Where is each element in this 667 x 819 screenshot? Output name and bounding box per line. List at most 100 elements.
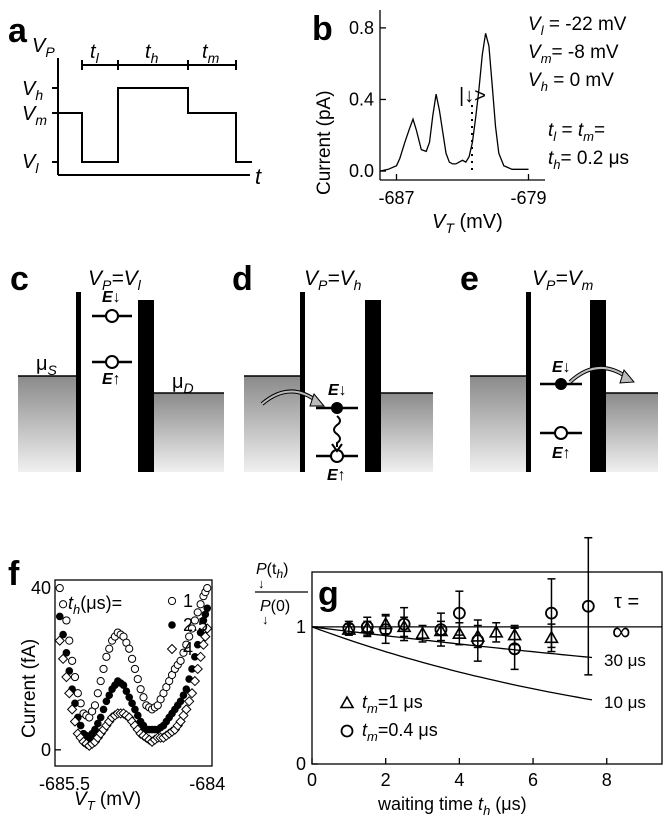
f-point-4 bbox=[66, 704, 78, 715]
g-num-arrow: ↓ bbox=[258, 576, 265, 591]
d-e-up: E↑ bbox=[327, 467, 346, 484]
f-point-1 bbox=[187, 624, 197, 633]
g-curve-label-30: 30 μs bbox=[604, 651, 646, 670]
f-point-2.5 bbox=[102, 697, 111, 706]
f-point-2.5 bbox=[62, 648, 71, 657]
f-point-4 bbox=[183, 696, 195, 707]
f-x-label: VT (mV) bbox=[74, 789, 141, 813]
g-point-tm1 bbox=[451, 626, 467, 640]
g-point-tm04 bbox=[360, 620, 374, 634]
d-drain-lead bbox=[381, 393, 433, 472]
f-point-1 bbox=[185, 632, 194, 641]
f-point-2.5 bbox=[193, 640, 202, 649]
d-title: VP=Vh bbox=[304, 267, 362, 293]
f-point-4 bbox=[200, 631, 211, 642]
e-source-barrier bbox=[526, 292, 531, 472]
g-curve-30 μs bbox=[311, 626, 593, 659]
f-point-4 bbox=[54, 635, 65, 646]
b-spin-label: |↓> bbox=[459, 85, 486, 107]
f-point-1 bbox=[203, 583, 212, 593]
g-legend-marker-triangle bbox=[339, 695, 355, 709]
b-tparam-lm: tl = tm= bbox=[548, 120, 605, 144]
f-plot-frame bbox=[54, 579, 213, 767]
g-point-tm04 bbox=[452, 606, 466, 620]
t-axis-label: t bbox=[255, 164, 262, 189]
e-source-lead bbox=[470, 376, 526, 472]
f-point-1 bbox=[139, 693, 148, 702]
g-legend-label-1: tm=0.4 μs bbox=[362, 720, 438, 744]
f-point-1 bbox=[127, 654, 137, 663]
f-point-1 bbox=[105, 644, 114, 653]
g-tau-label: τ = bbox=[614, 591, 639, 613]
g-xtick-label: 2 bbox=[381, 770, 391, 790]
f-point-4 bbox=[202, 623, 213, 634]
vl-label: Vl bbox=[22, 151, 39, 176]
f-point-2.5 bbox=[128, 699, 136, 708]
f-point-2.5 bbox=[133, 711, 142, 720]
b-tparam-h: th= 0.2 μs bbox=[548, 148, 629, 172]
f-point-2.5 bbox=[125, 693, 134, 702]
tm-label: tm bbox=[202, 41, 220, 66]
panel-g: g P(th) ↓ P(0) ↓ 0 1 0 2 4 6 8 τ = ∞ 30 μs 10… bbox=[255, 536, 663, 818]
f-ytick-label: 0 bbox=[41, 740, 51, 760]
panel-c-label: c bbox=[10, 260, 29, 298]
c-e-up: E↑ bbox=[102, 371, 121, 388]
f-point-2.5 bbox=[119, 681, 128, 689]
f-point-2.5 bbox=[201, 610, 210, 619]
b-x-label: VT (mV) bbox=[432, 211, 503, 236]
f-point-4 bbox=[198, 639, 209, 650]
b-ytick-label: 0.0 bbox=[349, 161, 374, 181]
f-point-1 bbox=[55, 583, 64, 593]
f-point-2.5 bbox=[203, 604, 212, 613]
f-point-2.5 bbox=[179, 691, 188, 700]
f-point-1 bbox=[179, 648, 188, 657]
g-ytick-label: 0 bbox=[296, 754, 306, 774]
panel-f-label: f bbox=[8, 555, 20, 593]
g-curve-label-10: 10 μs bbox=[604, 693, 646, 712]
g-point-tm04 bbox=[379, 623, 393, 636]
c-mu-s: μS bbox=[36, 353, 58, 378]
f-point-1 bbox=[90, 701, 100, 710]
f-legend-label-2.5: 2.5 bbox=[183, 615, 208, 635]
g-point-tm1 bbox=[415, 626, 430, 640]
pulse-waveform bbox=[58, 87, 252, 163]
d-source-barrier bbox=[300, 292, 305, 472]
e-e-up: E↑ bbox=[552, 445, 571, 462]
g-point-tm04 bbox=[581, 599, 595, 613]
f-point-1 bbox=[99, 664, 108, 674]
c-mu-d: μD bbox=[172, 371, 194, 396]
g-ytick-label: 1 bbox=[296, 617, 306, 637]
f-legend-marker-4 bbox=[166, 643, 178, 655]
f-point-2.5 bbox=[105, 691, 114, 700]
b-ytick-label: 0.4 bbox=[349, 89, 374, 109]
c-empty-state-down bbox=[105, 309, 119, 323]
c-drain-barrier bbox=[138, 300, 154, 472]
f-point-1 bbox=[196, 600, 205, 609]
f-point-1 bbox=[133, 674, 142, 684]
f-point-2.5 bbox=[131, 705, 139, 714]
c-e-down: E↓ bbox=[102, 289, 121, 306]
b-param-h: Vh = 0 mV bbox=[528, 70, 614, 94]
f-point-4 bbox=[64, 688, 75, 699]
panel-e-label: e bbox=[460, 260, 479, 298]
g-xtick-label: 6 bbox=[528, 770, 538, 790]
panel-c: c VP=Vl E↓ E↑ μS μD bbox=[10, 260, 224, 472]
panel-d-label: d bbox=[232, 260, 253, 298]
b-ytick-label: 0.8 bbox=[349, 18, 374, 38]
f-y-label: Current (fA) bbox=[19, 639, 40, 738]
panel-a: a VP Vh Vm Vl tl th tm t bbox=[8, 12, 262, 189]
g-point-tm04 bbox=[508, 642, 522, 656]
panel-a-label: a bbox=[8, 12, 28, 50]
f-legend-title: th(μs)= bbox=[68, 593, 122, 617]
f-point-2.5 bbox=[59, 630, 67, 639]
f-legend-label-4: 4 bbox=[183, 639, 193, 659]
vm-label: Vm bbox=[22, 103, 47, 128]
g-point-tm04 bbox=[545, 606, 558, 620]
f-point-1 bbox=[68, 656, 77, 665]
f-point-1 bbox=[70, 672, 80, 682]
panel-b: b Current (pA) 0.0 0.4 0.8 -687 -679 |↓> VT… bbox=[312, 10, 629, 236]
b-param-m: Vm= -8 mV bbox=[528, 42, 619, 66]
d-drain-barrier bbox=[365, 300, 381, 472]
e-filled-state-down bbox=[555, 378, 567, 390]
